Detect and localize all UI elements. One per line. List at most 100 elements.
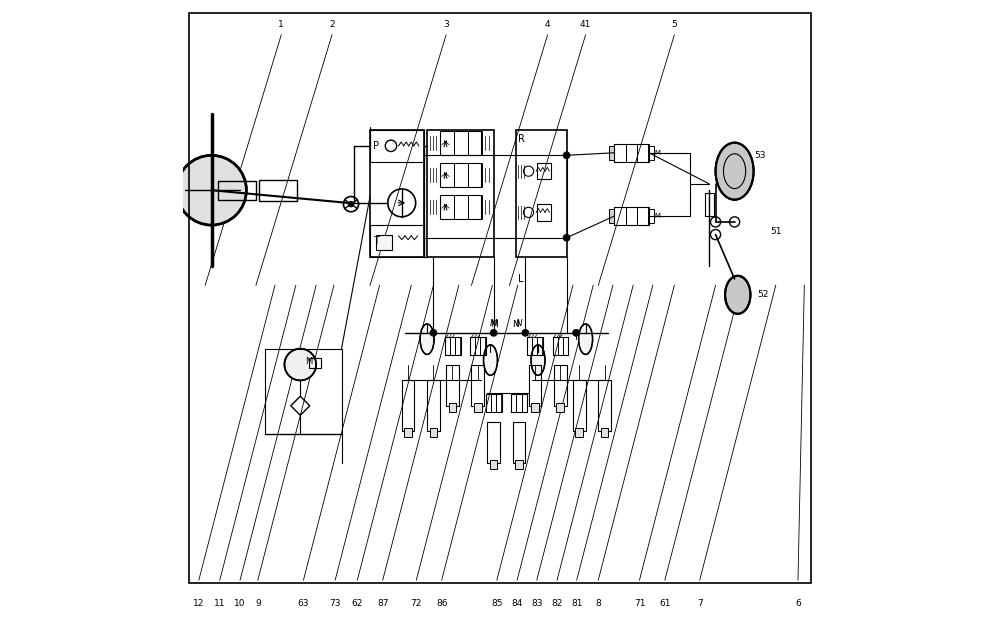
Bar <box>445 337 461 355</box>
Bar <box>440 131 454 155</box>
Text: 73: 73 <box>329 599 341 608</box>
Text: 63: 63 <box>298 599 309 608</box>
Text: 84: 84 <box>511 599 523 608</box>
Text: 83: 83 <box>531 599 543 608</box>
Bar <box>475 337 480 355</box>
Bar <box>430 428 437 437</box>
Bar <box>496 394 501 412</box>
Bar <box>309 358 321 368</box>
Text: T: T <box>373 236 378 246</box>
Bar <box>490 460 497 469</box>
Text: M: M <box>655 150 661 156</box>
Bar <box>554 365 567 406</box>
Bar <box>527 337 532 355</box>
Bar <box>516 394 522 412</box>
Bar <box>553 337 558 355</box>
Bar <box>626 207 637 225</box>
Bar <box>454 163 468 187</box>
Bar <box>553 337 568 355</box>
Bar <box>558 337 563 355</box>
Bar <box>609 209 614 223</box>
Bar <box>532 337 537 355</box>
Bar <box>516 130 567 257</box>
Bar <box>511 394 527 412</box>
Text: M: M <box>490 319 498 328</box>
Text: 7: 7 <box>697 599 703 608</box>
Text: N: N <box>516 319 522 328</box>
Text: 81: 81 <box>571 599 582 608</box>
Circle shape <box>348 202 354 207</box>
Circle shape <box>573 330 579 336</box>
Circle shape <box>563 235 570 241</box>
Bar <box>486 394 502 412</box>
Circle shape <box>177 155 246 225</box>
Bar <box>370 130 424 162</box>
Bar <box>440 195 481 219</box>
Circle shape <box>284 349 316 380</box>
Text: P: P <box>373 141 379 151</box>
Bar <box>486 394 491 412</box>
Bar <box>513 422 525 463</box>
Bar <box>427 130 494 257</box>
Bar <box>614 144 626 162</box>
Ellipse shape <box>420 324 434 354</box>
Text: 82: 82 <box>551 599 563 608</box>
Text: 9: 9 <box>255 599 261 608</box>
Text: R: R <box>518 134 525 145</box>
Bar <box>427 380 440 431</box>
Text: 71: 71 <box>634 599 645 608</box>
Bar <box>376 235 392 250</box>
Circle shape <box>563 152 570 158</box>
Bar <box>440 131 481 155</box>
Bar <box>563 337 568 355</box>
Bar <box>402 380 414 431</box>
Text: 1: 1 <box>278 20 284 29</box>
Bar <box>454 131 468 155</box>
Text: L: L <box>518 274 523 284</box>
Text: 2: 2 <box>329 20 335 29</box>
Text: 61: 61 <box>659 599 671 608</box>
Bar <box>455 337 460 355</box>
Bar <box>637 207 648 225</box>
Circle shape <box>522 330 529 336</box>
Text: 5: 5 <box>671 20 677 29</box>
Text: 3: 3 <box>443 20 449 29</box>
Bar <box>471 365 484 406</box>
Bar <box>529 365 541 406</box>
Bar <box>649 209 654 223</box>
Bar <box>370 130 424 257</box>
Text: 52: 52 <box>757 290 769 299</box>
Ellipse shape <box>531 345 545 375</box>
Bar <box>450 337 455 355</box>
Bar <box>515 460 523 469</box>
Text: M: M <box>305 357 312 366</box>
Text: M: M <box>655 213 661 219</box>
Text: 6: 6 <box>795 599 801 608</box>
Bar <box>468 131 482 155</box>
Text: N: N <box>512 320 519 329</box>
Text: 8: 8 <box>595 599 601 608</box>
Bar <box>449 403 456 412</box>
Circle shape <box>490 330 497 336</box>
Bar <box>531 403 539 412</box>
Bar <box>511 394 516 412</box>
Ellipse shape <box>725 276 750 314</box>
Text: 53: 53 <box>754 151 766 160</box>
Text: 51: 51 <box>770 227 782 236</box>
Bar <box>575 428 583 437</box>
Ellipse shape <box>716 143 754 200</box>
Bar <box>537 337 542 355</box>
Bar <box>491 394 496 412</box>
Bar <box>573 380 586 431</box>
Bar <box>487 422 500 463</box>
Bar <box>614 207 626 225</box>
Ellipse shape <box>484 345 497 375</box>
Bar <box>468 195 482 219</box>
Text: M: M <box>490 320 498 329</box>
Text: 11: 11 <box>214 599 226 608</box>
Text: 41: 41 <box>580 20 591 29</box>
Bar <box>705 193 714 216</box>
Text: 12: 12 <box>193 599 205 608</box>
Bar <box>649 146 654 160</box>
Text: 4: 4 <box>545 20 550 29</box>
